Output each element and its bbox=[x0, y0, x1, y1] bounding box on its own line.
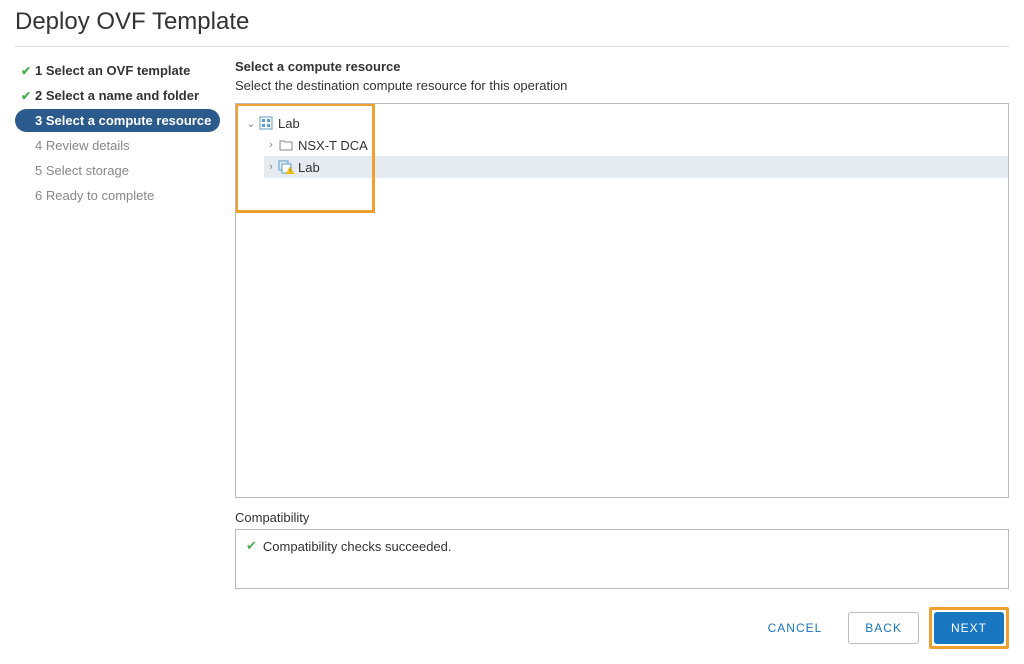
check-icon: ✔ bbox=[246, 538, 257, 554]
next-button[interactable]: NEXT bbox=[934, 612, 1004, 644]
compatibility-box: ✔ Compatibility checks succeeded. bbox=[235, 529, 1009, 589]
wizard-footer: CANCEL BACK NEXT bbox=[235, 589, 1009, 649]
back-button[interactable]: BACK bbox=[848, 612, 919, 644]
step-5: 5 Select storage bbox=[15, 159, 220, 182]
compatibility-label: Compatibility bbox=[235, 510, 1009, 525]
tree-node-root[interactable]: ⌄ Lab bbox=[244, 112, 1008, 134]
tree-node-cluster[interactable]: › ! Lab bbox=[264, 156, 1008, 178]
folder-icon bbox=[278, 137, 294, 153]
datacenter-icon bbox=[258, 115, 274, 131]
step-2[interactable]: 2 Select a name and folder bbox=[15, 84, 220, 107]
chevron-down-icon[interactable]: ⌄ bbox=[244, 117, 258, 130]
step-4: 4 Review details bbox=[15, 134, 220, 157]
panel-heading: Select a compute resource bbox=[235, 59, 1009, 74]
chevron-right-icon[interactable]: › bbox=[264, 161, 278, 173]
wizard-title: Deploy OVF Template bbox=[15, 0, 1009, 47]
panel-subheading: Select the destination compute resource … bbox=[235, 78, 1009, 93]
tree-node-label: Lab bbox=[278, 116, 300, 131]
tree-node-label: Lab bbox=[298, 160, 320, 175]
cancel-button[interactable]: CANCEL bbox=[752, 613, 839, 643]
highlight-box-next: NEXT bbox=[929, 607, 1009, 649]
compute-resource-tree: ⌄ Lab › NSX-T DCA bbox=[235, 103, 1009, 498]
chevron-right-icon[interactable]: › bbox=[264, 139, 278, 151]
cluster-warning-icon: ! bbox=[278, 159, 294, 175]
step-1[interactable]: 1 Select an OVF template bbox=[15, 59, 220, 82]
wizard-steps: 1 Select an OVF template 2 Select a name… bbox=[15, 59, 220, 649]
compatibility-message: Compatibility checks succeeded. bbox=[263, 539, 452, 554]
step-6: 6 Ready to complete bbox=[15, 184, 220, 207]
tree-node-label: NSX-T DCA bbox=[298, 138, 368, 153]
step-3[interactable]: 3 Select a compute resource bbox=[15, 109, 220, 132]
tree-node-folder[interactable]: › NSX-T DCA bbox=[264, 134, 1008, 156]
